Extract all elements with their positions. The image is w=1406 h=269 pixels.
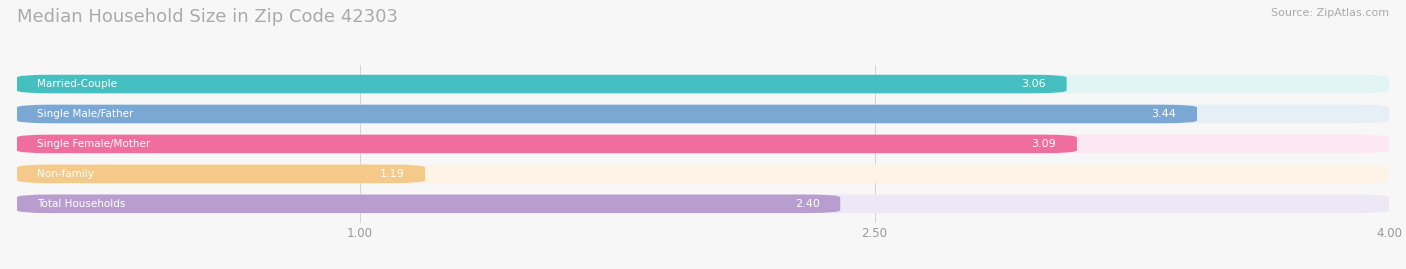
FancyBboxPatch shape: [17, 134, 1077, 153]
Text: 3.44: 3.44: [1152, 109, 1177, 119]
FancyBboxPatch shape: [17, 194, 1389, 213]
FancyBboxPatch shape: [17, 75, 1067, 93]
Text: 2.40: 2.40: [794, 199, 820, 209]
FancyBboxPatch shape: [17, 75, 1389, 93]
Text: 3.09: 3.09: [1032, 139, 1056, 149]
Text: Non-family: Non-family: [38, 169, 94, 179]
Text: 3.06: 3.06: [1021, 79, 1046, 89]
Text: Total Households: Total Households: [38, 199, 125, 209]
FancyBboxPatch shape: [17, 194, 841, 213]
Text: Single Male/Father: Single Male/Father: [38, 109, 134, 119]
FancyBboxPatch shape: [17, 105, 1197, 123]
FancyBboxPatch shape: [17, 165, 425, 183]
Text: Source: ZipAtlas.com: Source: ZipAtlas.com: [1271, 8, 1389, 18]
Text: Married-Couple: Married-Couple: [38, 79, 118, 89]
Text: Median Household Size in Zip Code 42303: Median Household Size in Zip Code 42303: [17, 8, 398, 26]
Text: Single Female/Mother: Single Female/Mother: [38, 139, 150, 149]
FancyBboxPatch shape: [17, 165, 1389, 183]
Text: 1.19: 1.19: [380, 169, 405, 179]
FancyBboxPatch shape: [17, 134, 1389, 153]
FancyBboxPatch shape: [17, 105, 1389, 123]
